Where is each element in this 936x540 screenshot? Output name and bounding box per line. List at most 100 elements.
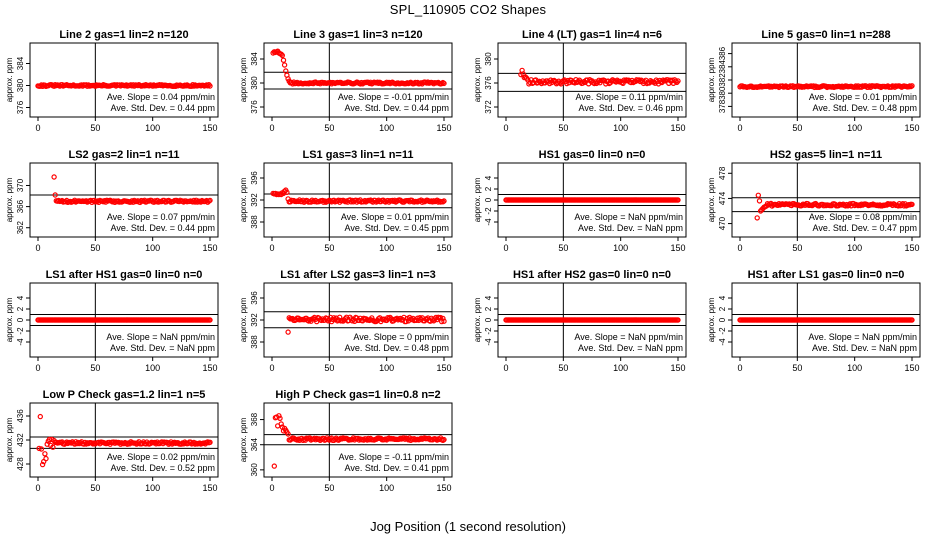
x-tick-label: 50 (558, 363, 568, 373)
y-tick-label: 384 (250, 52, 259, 66)
y-tick-label: 378 (718, 99, 727, 113)
data-point (675, 317, 681, 323)
std-dev-annotation: Ave. Std. Dev. = 0.47 ppm (813, 223, 917, 233)
x-tick-label: 100 (145, 123, 160, 133)
data-point (310, 316, 316, 322)
x-tick-label: 150 (670, 363, 685, 373)
slope-annotation: Ave. Slope = -0.11 ppm/min (339, 452, 449, 462)
y-axis-label: approx. ppm (239, 417, 248, 462)
data-point (207, 197, 213, 204)
data-point (441, 318, 447, 324)
std-dev-annotation: Ave. Std. Dev. = NaN ppm (110, 343, 215, 353)
slope-annotation: Ave. Slope = 0.07 ppm/min (107, 212, 215, 222)
y-tick-label: 432 (16, 433, 25, 447)
x-tick-label: 0 (35, 483, 40, 493)
subplot-title: HS1 after LS1 gas=0 lin=0 n=0 (748, 269, 905, 281)
y-tick-label: 380 (718, 86, 727, 100)
data-point (280, 57, 287, 63)
subplot-title: Line 4 (LT) gas=1 lin=4 n=6 (522, 29, 662, 41)
x-tick-label: 150 (436, 483, 451, 493)
slope-annotation: Ave. Slope = 0.02 ppm/min (107, 452, 215, 462)
data-point (909, 201, 915, 208)
y-tick-label: 4 (718, 295, 727, 300)
std-dev-annotation: Ave. Std. Dev. = 0.44 ppm (345, 103, 449, 113)
y-tick-label: 2 (484, 306, 493, 311)
x-tick-label: 150 (202, 243, 217, 253)
y-tick-label: 388 (250, 335, 259, 349)
std-dev-annotation: Ave. Std. Dev. = 0.41 ppm (345, 463, 449, 473)
y-tick-label: 436 (16, 409, 25, 423)
y-tick-label: 2 (718, 306, 727, 311)
std-dev-annotation: Ave. Std. Dev. = 0.44 ppm (111, 223, 215, 233)
data-point (39, 461, 46, 468)
slope-annotation: Ave. Slope = 0.11 ppm/min (576, 92, 683, 102)
x-tick-label: 50 (324, 483, 334, 493)
x-tick-label: 50 (90, 243, 100, 253)
data-point (37, 413, 44, 420)
x-tick-label: 50 (792, 123, 802, 133)
data-point (50, 444, 56, 450)
y-tick-label: 360 (250, 463, 259, 477)
subplot-title: HS2 gas=5 lin=1 n=11 (770, 149, 882, 161)
x-tick-label: 0 (269, 243, 274, 253)
data-point (207, 317, 213, 323)
y-tick-label: 372 (484, 100, 493, 114)
data-point (284, 189, 290, 195)
plot-frame (263, 42, 453, 118)
slope-annotation: Ave. Slope = NaN ppm/min (106, 332, 215, 342)
plot-frame (263, 402, 453, 478)
data-point (675, 78, 681, 84)
y-tick-label: 478 (718, 166, 727, 180)
y-tick-label: 384 (718, 60, 727, 74)
y-tick-label: -4 (16, 338, 25, 346)
x-tick-label: 0 (503, 243, 508, 253)
data-point (366, 80, 373, 87)
data-point (171, 439, 178, 445)
slope-annotation: Ave. Slope = -0.01 ppm/min (338, 92, 449, 102)
y-axis-label: approx. ppm (473, 177, 482, 222)
subplot-2: Line 3 gas=1 lin=3 n=120 0 50 100 150 376 380 3… (239, 29, 453, 133)
x-tick-label: 100 (613, 363, 628, 373)
y-tick-label: 368 (250, 412, 259, 426)
std-dev-annotation: Ave. Std. Dev. = NaN ppm (578, 343, 683, 353)
x-tick-label: 100 (145, 363, 160, 373)
y-tick-label: -2 (484, 207, 493, 215)
y-axis-label: approx. ppm (239, 297, 248, 342)
x-tick-label: 50 (558, 243, 568, 253)
x-tick-label: 100 (379, 483, 394, 493)
y-tick-label: 0 (16, 317, 25, 322)
std-dev-annotation: Ave. Std. Dev. = 0.48 ppm (813, 103, 917, 113)
y-axis-label: approx. ppm (707, 57, 716, 102)
y-tick-label: 4 (484, 295, 493, 300)
y-tick-label: 0 (718, 317, 727, 322)
subplot-7: HS1 gas=0 lin=0 n=0 0 50 100 150 -4 -2 0 2 4appro… (473, 149, 687, 253)
data-point (441, 198, 447, 204)
data-point (277, 415, 283, 421)
y-axis-label: approx. ppm (473, 57, 482, 102)
plot-frame (29, 162, 219, 238)
x-tick-label: 150 (904, 123, 919, 133)
y-tick-label: 380 (250, 76, 259, 90)
x-tick-label: 50 (90, 123, 100, 133)
x-tick-label: 0 (35, 363, 40, 373)
x-tick-label: 0 (503, 363, 508, 373)
y-tick-label: 364 (250, 437, 259, 451)
data-point (909, 317, 915, 323)
x-tick-label: 50 (324, 243, 334, 253)
y-tick-label: 2 (484, 186, 493, 191)
x-tick-label: 50 (90, 363, 100, 373)
y-tick-label: 362 (16, 221, 25, 235)
data-point (38, 446, 45, 452)
data-point (285, 329, 291, 335)
y-axis-label: approx. ppm (5, 417, 14, 462)
x-tick-label: 100 (145, 483, 160, 493)
subplot-title: Low P Check gas=1.2 lin=1 n=5 (43, 389, 206, 401)
std-dev-annotation: Ave. Std. Dev. = 0.44 ppm (111, 103, 215, 113)
x-tick-label: 150 (904, 363, 919, 373)
y-tick-label: 376 (16, 100, 25, 114)
data-point (42, 451, 48, 457)
x-tick-label: 100 (613, 123, 628, 133)
std-dev-annotation: Ave. Std. Dev. = 0.52 ppm (111, 463, 215, 473)
y-tick-label: 4 (484, 175, 493, 180)
